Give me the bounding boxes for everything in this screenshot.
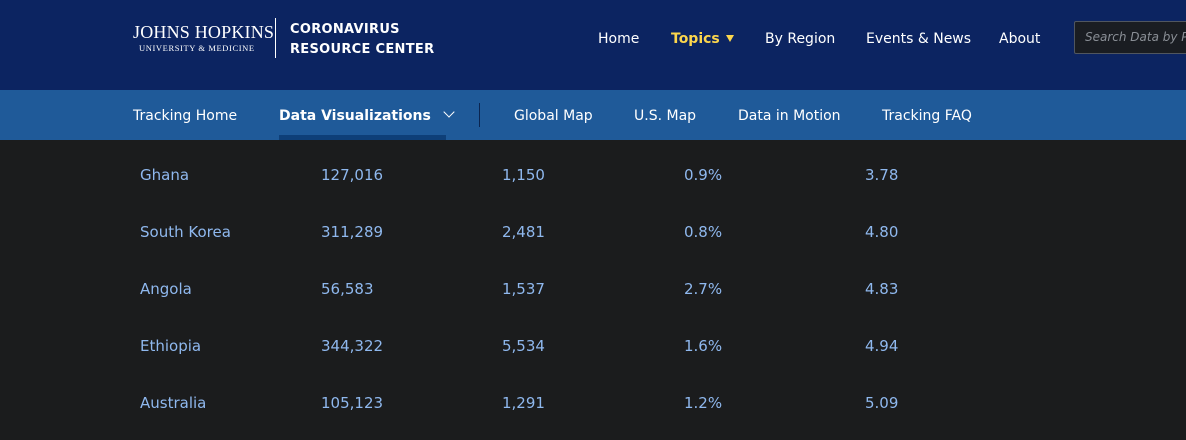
logo-subtitle: UNIVERSITY & MEDICINE bbox=[139, 43, 255, 53]
search-input[interactable] bbox=[1085, 30, 1186, 44]
table-cell: 0.8% bbox=[684, 223, 723, 241]
jhu-logo[interactable]: JOHNS HOPKINS UNIVERSITY & MEDICINE bbox=[133, 22, 274, 54]
table-cell: 1,150 bbox=[502, 166, 545, 184]
table-row: Australia 105,123 1,291 1.2% 5.09 bbox=[0, 371, 1186, 428]
table-cell: 1,291 bbox=[502, 394, 545, 412]
country-link[interactable]: South Korea bbox=[140, 223, 231, 241]
nav-home[interactable]: Home bbox=[598, 31, 640, 47]
country-link[interactable]: Angola bbox=[140, 280, 192, 298]
logo-title: JOHNS HOPKINS bbox=[133, 22, 275, 42]
country-link[interactable]: Australia bbox=[140, 394, 207, 412]
subnav-tracking-home[interactable]: Tracking Home bbox=[133, 108, 238, 124]
active-tab-indicator bbox=[279, 135, 446, 140]
table-cell: 5,534 bbox=[502, 337, 545, 355]
nav-about[interactable]: About bbox=[999, 31, 1041, 47]
table-cell: 311,289 bbox=[321, 223, 384, 241]
table-cell: 3.78 bbox=[865, 166, 899, 184]
logo-divider bbox=[275, 18, 276, 58]
tracking-subnav: Tracking Home Data Visualizations Global… bbox=[0, 90, 1186, 140]
table-cell: 1.6% bbox=[684, 337, 723, 355]
table-cell: 344,322 bbox=[321, 337, 384, 355]
subnav-tracking-faq[interactable]: Tracking FAQ bbox=[882, 108, 972, 124]
table-cell: 1.2% bbox=[684, 394, 723, 412]
nav-topics[interactable]: Topics bbox=[671, 30, 734, 48]
nav-by-region[interactable]: By Region bbox=[765, 31, 836, 47]
subnav-us-map[interactable]: U.S. Map bbox=[634, 108, 697, 124]
chevron-down-icon bbox=[443, 106, 455, 118]
table-cell: 0.9% bbox=[684, 166, 723, 184]
table-cell: 105,123 bbox=[321, 394, 384, 412]
country-link[interactable]: Ghana bbox=[140, 166, 190, 184]
country-link[interactable]: Ethiopia bbox=[140, 337, 202, 355]
subnav-data-in-motion[interactable]: Data in Motion bbox=[738, 108, 841, 124]
subnav-data-visualizations-label: Data Visualizations bbox=[279, 108, 431, 124]
subnav-global-map[interactable]: Global Map bbox=[514, 108, 593, 124]
site-title-line2: RESOURCE CENTER bbox=[290, 42, 435, 57]
table-cell: 4.83 bbox=[865, 280, 899, 298]
table-cell: 56,583 bbox=[321, 280, 374, 298]
table-row: South Korea 311,289 2,481 0.8% 4.80 bbox=[0, 200, 1186, 257]
table-cell: 4.80 bbox=[865, 223, 899, 241]
search-box bbox=[1074, 21, 1186, 54]
site-header: JOHNS HOPKINS UNIVERSITY & MEDICINE CORO… bbox=[0, 0, 1186, 90]
table-cell: 4.94 bbox=[865, 337, 899, 355]
site-title[interactable]: CORONAVIRUS RESOURCE CENTER bbox=[290, 20, 434, 60]
table-row: Ghana 127,016 1,150 0.9% 3.78 bbox=[0, 143, 1186, 200]
table-cell: 5.09 bbox=[865, 394, 899, 412]
nav-topics-label: Topics bbox=[671, 31, 720, 47]
nav-events-news[interactable]: Events & News bbox=[866, 31, 972, 47]
table-cell: 2.7% bbox=[684, 280, 723, 298]
table-row: Angola 56,583 1,537 2.7% 4.83 bbox=[0, 257, 1186, 314]
table-row: Ethiopia 344,322 5,534 1.6% 4.94 bbox=[0, 314, 1186, 371]
table-cell: 1,537 bbox=[502, 280, 545, 298]
subnav-divider bbox=[479, 103, 480, 127]
caret-down-icon bbox=[725, 35, 734, 42]
subnav-data-visualizations[interactable]: Data Visualizations bbox=[279, 106, 455, 125]
site-title-line1: CORONAVIRUS bbox=[290, 22, 400, 37]
table-cell: 127,016 bbox=[321, 166, 384, 184]
table-cell: 2,481 bbox=[502, 223, 545, 241]
